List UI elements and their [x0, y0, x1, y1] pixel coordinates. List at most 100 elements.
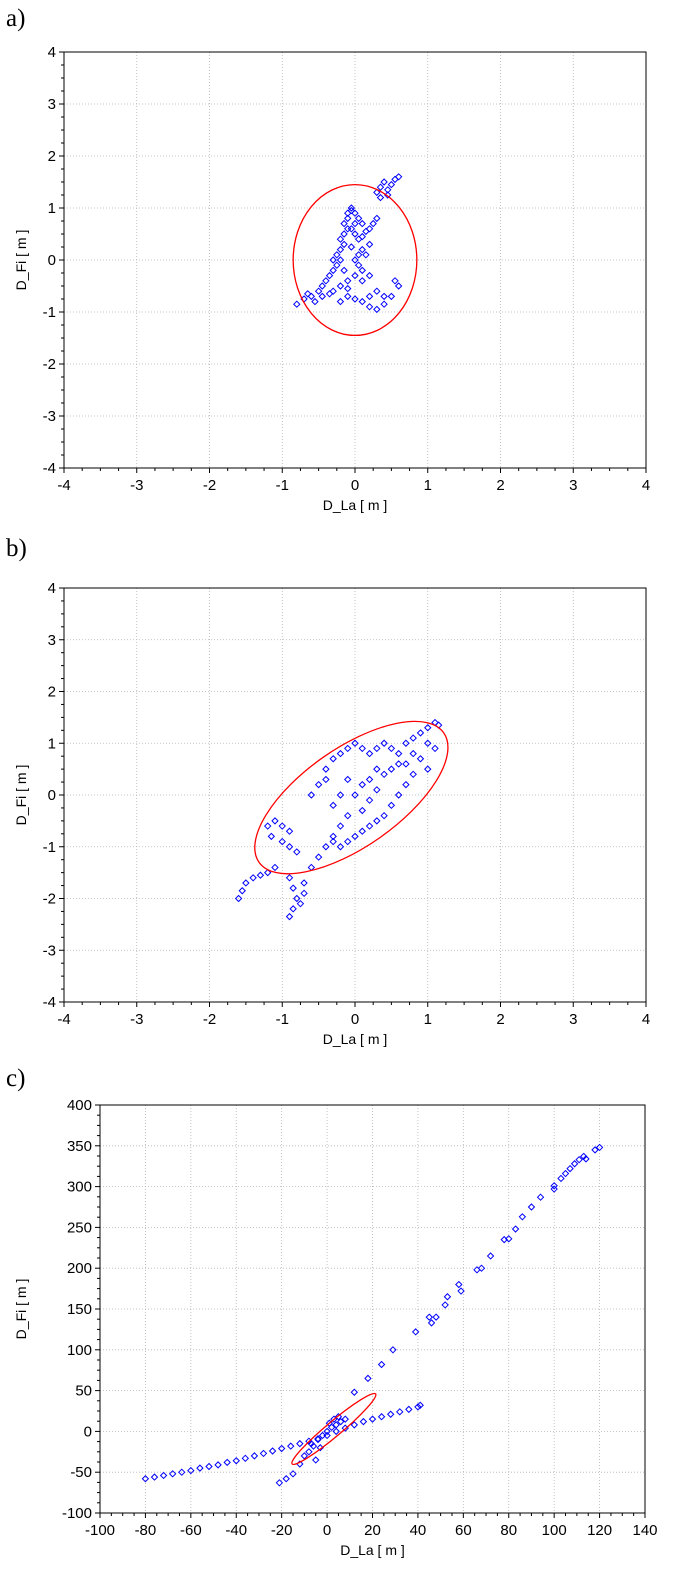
data-point [344, 811, 352, 820]
y-tick-label: -1 [43, 839, 56, 856]
data-point [263, 822, 272, 830]
data-point [340, 230, 348, 238]
data-point [271, 817, 279, 825]
x-tick-label: -80 [135, 1522, 157, 1539]
data-point [364, 1374, 372, 1383]
y-tick-label: 3 [48, 96, 56, 113]
data-point [557, 1174, 565, 1183]
x-axis-label: D_La [ m ] [323, 497, 388, 513]
data-point [318, 1431, 327, 1440]
y-tick-label: 3 [48, 632, 56, 649]
x-tick-label: 80 [500, 1522, 517, 1539]
data-point [314, 287, 323, 295]
data-point [325, 290, 334, 298]
data-point [344, 837, 352, 846]
data-point [354, 251, 363, 259]
data-point [365, 775, 374, 784]
data-point [289, 1470, 297, 1478]
data-point [384, 186, 392, 194]
data-point [344, 292, 352, 301]
data-point [344, 775, 352, 784]
data-point [409, 749, 417, 758]
scatter-chart-c: -100 -80 -60 -40 -20 0 20 40 60 80 100 120 140 400 350… [13, 1097, 658, 1558]
data-point [289, 905, 297, 913]
data-point [358, 219, 366, 228]
data-point [377, 1360, 386, 1369]
x-tick-label: 1 [424, 477, 432, 494]
data-point [250, 1452, 259, 1460]
y-tick-label: 50 [75, 1383, 92, 1400]
data-point [425, 1313, 433, 1321]
data-point [238, 887, 246, 895]
data-point [416, 729, 425, 737]
x-tick-label: 4 [642, 1011, 650, 1028]
data-point [394, 749, 403, 758]
data-point [347, 204, 356, 212]
data-point [344, 744, 352, 753]
data-point [518, 1213, 527, 1221]
data-point [141, 1475, 150, 1483]
x-tick-label: -20 [271, 1522, 293, 1539]
data-point [336, 235, 345, 243]
data-point [300, 1452, 309, 1460]
data-point [380, 811, 388, 820]
data-point [405, 1405, 413, 1414]
data-point [340, 266, 348, 275]
data-point [387, 292, 396, 301]
data-point [368, 1415, 377, 1423]
data-point [316, 1444, 324, 1452]
data-point [241, 1454, 250, 1463]
data-point [362, 227, 370, 236]
data-point [402, 760, 410, 768]
data-point [293, 894, 301, 903]
data-point [550, 1182, 558, 1190]
data-point [150, 1473, 159, 1481]
data-point [329, 755, 337, 763]
data-point [351, 230, 359, 238]
y-tick-label: -50 [70, 1464, 92, 1481]
data-point [322, 277, 330, 285]
data-point [300, 879, 308, 887]
panel-a: a) -4 -3 -2 -1 0 1 2 3 4 4 3 2 1 0 -1 -2 -3 -4 D_La [ m ] D… [0, 0, 680, 530]
data-point [351, 219, 359, 228]
data-point [396, 1408, 404, 1416]
data-point [358, 266, 366, 275]
data-point [278, 837, 286, 846]
y-tick-label: 0 [48, 787, 56, 804]
data-point [432, 1313, 440, 1321]
data-point [312, 1456, 320, 1464]
data-point [365, 271, 374, 280]
data-point [387, 180, 396, 189]
y-tick-label: -2 [43, 891, 56, 908]
data-point [336, 822, 345, 830]
data-point [263, 868, 272, 877]
data-point [477, 1264, 486, 1272]
y-tick-label: -4 [43, 994, 56, 1011]
data-point [455, 1280, 463, 1289]
data-point [333, 261, 341, 269]
data-point [373, 188, 381, 197]
data-point [332, 1427, 340, 1436]
y-tick-label: -3 [43, 408, 56, 425]
y-tick-label: -100 [62, 1505, 92, 1522]
data-point [354, 214, 363, 223]
confidence-ellipse [292, 183, 418, 337]
data-point [391, 175, 399, 184]
data-point [340, 240, 348, 249]
data-point [376, 183, 385, 191]
data-point [336, 282, 345, 290]
data-point [340, 219, 348, 228]
data-point [365, 796, 374, 804]
y-tick-label: 350 [67, 1138, 92, 1155]
data-point [416, 1401, 424, 1409]
data-point [314, 780, 323, 789]
data-point [275, 1479, 284, 1487]
data-point [511, 1225, 520, 1233]
x-axis-label: D_La [ m ] [340, 1542, 405, 1558]
data-point [318, 282, 326, 290]
data-point [359, 1417, 368, 1426]
data-point [296, 1439, 304, 1448]
data-point [365, 822, 374, 830]
data-point [354, 235, 363, 243]
x-axis-label: D_La [ m ] [323, 1031, 388, 1047]
